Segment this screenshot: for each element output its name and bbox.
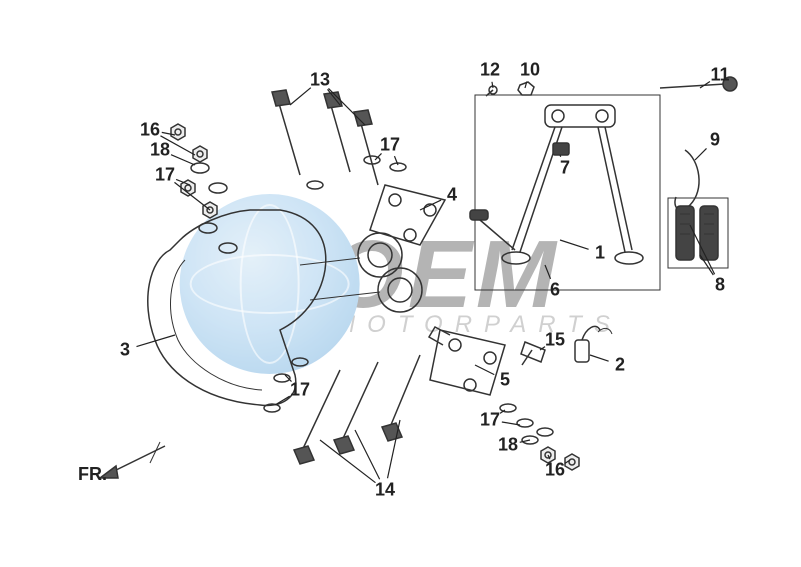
callout-8: 8 — [715, 275, 725, 296]
callout-6: 6 — [550, 280, 560, 301]
direction-label: FR. — [78, 464, 107, 485]
callout-14: 14 — [375, 480, 395, 501]
callout-17c: 17 — [290, 380, 310, 401]
callout-18b: 18 — [498, 435, 518, 456]
callout-3: 3 — [120, 340, 130, 361]
callout-1: 1 — [595, 243, 605, 264]
leader-lines-svg — [0, 0, 801, 567]
callout-12: 12 — [480, 60, 500, 81]
callout-17a: 17 — [155, 165, 175, 186]
callout-2: 2 — [615, 355, 625, 376]
callout-10: 10 — [520, 60, 540, 81]
parts-diagram: OEM MOTORPARTS — [0, 0, 801, 567]
callout-16a: 16 — [140, 120, 160, 141]
callout-16b: 16 — [545, 460, 565, 481]
callout-18a: 18 — [150, 140, 170, 161]
callout-11: 11 — [710, 65, 729, 86]
callout-5: 5 — [500, 370, 510, 391]
callout-7: 7 — [560, 158, 570, 179]
callout-17b: 17 — [380, 135, 400, 156]
callout-9: 9 — [710, 130, 720, 151]
callout-17d: 17 — [480, 410, 500, 431]
callout-4: 4 — [447, 185, 457, 206]
callout-15: 15 — [545, 330, 565, 351]
callout-13: 13 — [310, 70, 330, 91]
